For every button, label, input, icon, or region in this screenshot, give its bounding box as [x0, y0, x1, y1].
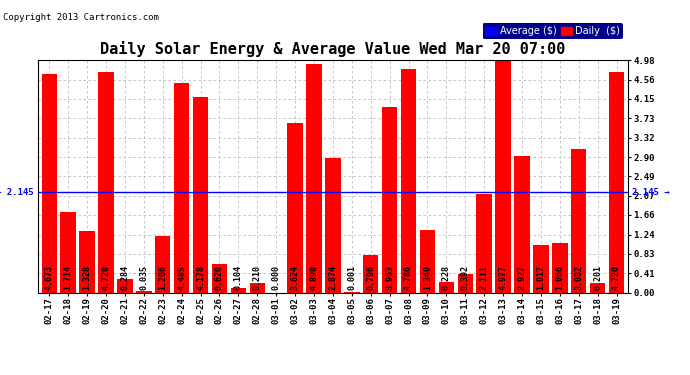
Bar — [590, 283, 605, 292]
Text: 3.082: 3.082 — [574, 265, 583, 290]
Text: 4.720: 4.720 — [101, 265, 110, 290]
Bar — [174, 83, 190, 292]
Bar — [117, 279, 132, 292]
Text: 1.017: 1.017 — [536, 265, 545, 290]
Bar — [533, 245, 549, 292]
Bar — [230, 288, 246, 292]
Bar — [155, 236, 170, 292]
Bar — [61, 213, 76, 292]
Text: 3.624: 3.624 — [290, 265, 299, 290]
Text: 0.104: 0.104 — [234, 265, 243, 290]
Bar — [193, 98, 208, 292]
Bar — [287, 123, 303, 292]
Text: 0.210: 0.210 — [253, 265, 262, 290]
Text: 0.796: 0.796 — [366, 265, 375, 290]
Text: 1.328: 1.328 — [83, 265, 92, 290]
Bar — [306, 64, 322, 292]
Bar — [79, 231, 95, 292]
Bar — [41, 74, 57, 292]
Text: 1.714: 1.714 — [63, 265, 72, 290]
Legend: Average ($), Daily  ($): Average ($), Daily ($) — [482, 23, 623, 39]
Text: 2.111: 2.111 — [480, 265, 489, 290]
Bar — [420, 230, 435, 292]
Bar — [571, 148, 586, 292]
Text: 2.145 →: 2.145 → — [632, 188, 670, 197]
Text: 0.001: 0.001 — [347, 265, 356, 290]
Bar — [212, 264, 227, 292]
Text: 0.035: 0.035 — [139, 265, 148, 290]
Text: Copyright 2013 Cartronics.com: Copyright 2013 Cartronics.com — [3, 13, 159, 22]
Text: 2.927: 2.927 — [518, 265, 526, 290]
Text: 0.201: 0.201 — [593, 265, 602, 290]
Text: 2.874: 2.874 — [328, 265, 337, 290]
Bar — [476, 194, 492, 292]
Text: 0.228: 0.228 — [442, 265, 451, 290]
Bar — [514, 156, 530, 292]
Bar — [401, 69, 416, 292]
Text: 4.673: 4.673 — [45, 265, 54, 290]
Text: 4.786: 4.786 — [404, 265, 413, 290]
Text: 1.206: 1.206 — [158, 265, 167, 290]
Bar — [98, 72, 114, 292]
Text: 0.392: 0.392 — [461, 265, 470, 290]
Text: ← 2.145: ← 2.145 — [0, 188, 34, 197]
Bar — [363, 255, 379, 292]
Bar — [382, 108, 397, 292]
Title: Daily Solar Energy & Average Value Wed Mar 20 07:00: Daily Solar Energy & Average Value Wed M… — [100, 42, 566, 57]
Text: 4.485: 4.485 — [177, 265, 186, 290]
Bar — [552, 243, 568, 292]
Bar — [325, 158, 341, 292]
Bar — [136, 291, 152, 292]
Text: 4.890: 4.890 — [310, 265, 319, 290]
Text: 4.720: 4.720 — [612, 265, 621, 290]
Bar — [439, 282, 454, 292]
Bar — [609, 72, 624, 292]
Text: 0.620: 0.620 — [215, 265, 224, 290]
Text: 0.000: 0.000 — [272, 265, 281, 290]
Text: 1.066: 1.066 — [555, 265, 564, 290]
Bar — [250, 283, 265, 292]
Text: 1.340: 1.340 — [423, 265, 432, 290]
Text: 0.284: 0.284 — [121, 265, 130, 290]
Text: 3.963: 3.963 — [385, 265, 394, 290]
Text: 4.977: 4.977 — [499, 265, 508, 290]
Text: 4.178: 4.178 — [196, 265, 205, 290]
Bar — [495, 60, 511, 292]
Bar — [457, 274, 473, 292]
